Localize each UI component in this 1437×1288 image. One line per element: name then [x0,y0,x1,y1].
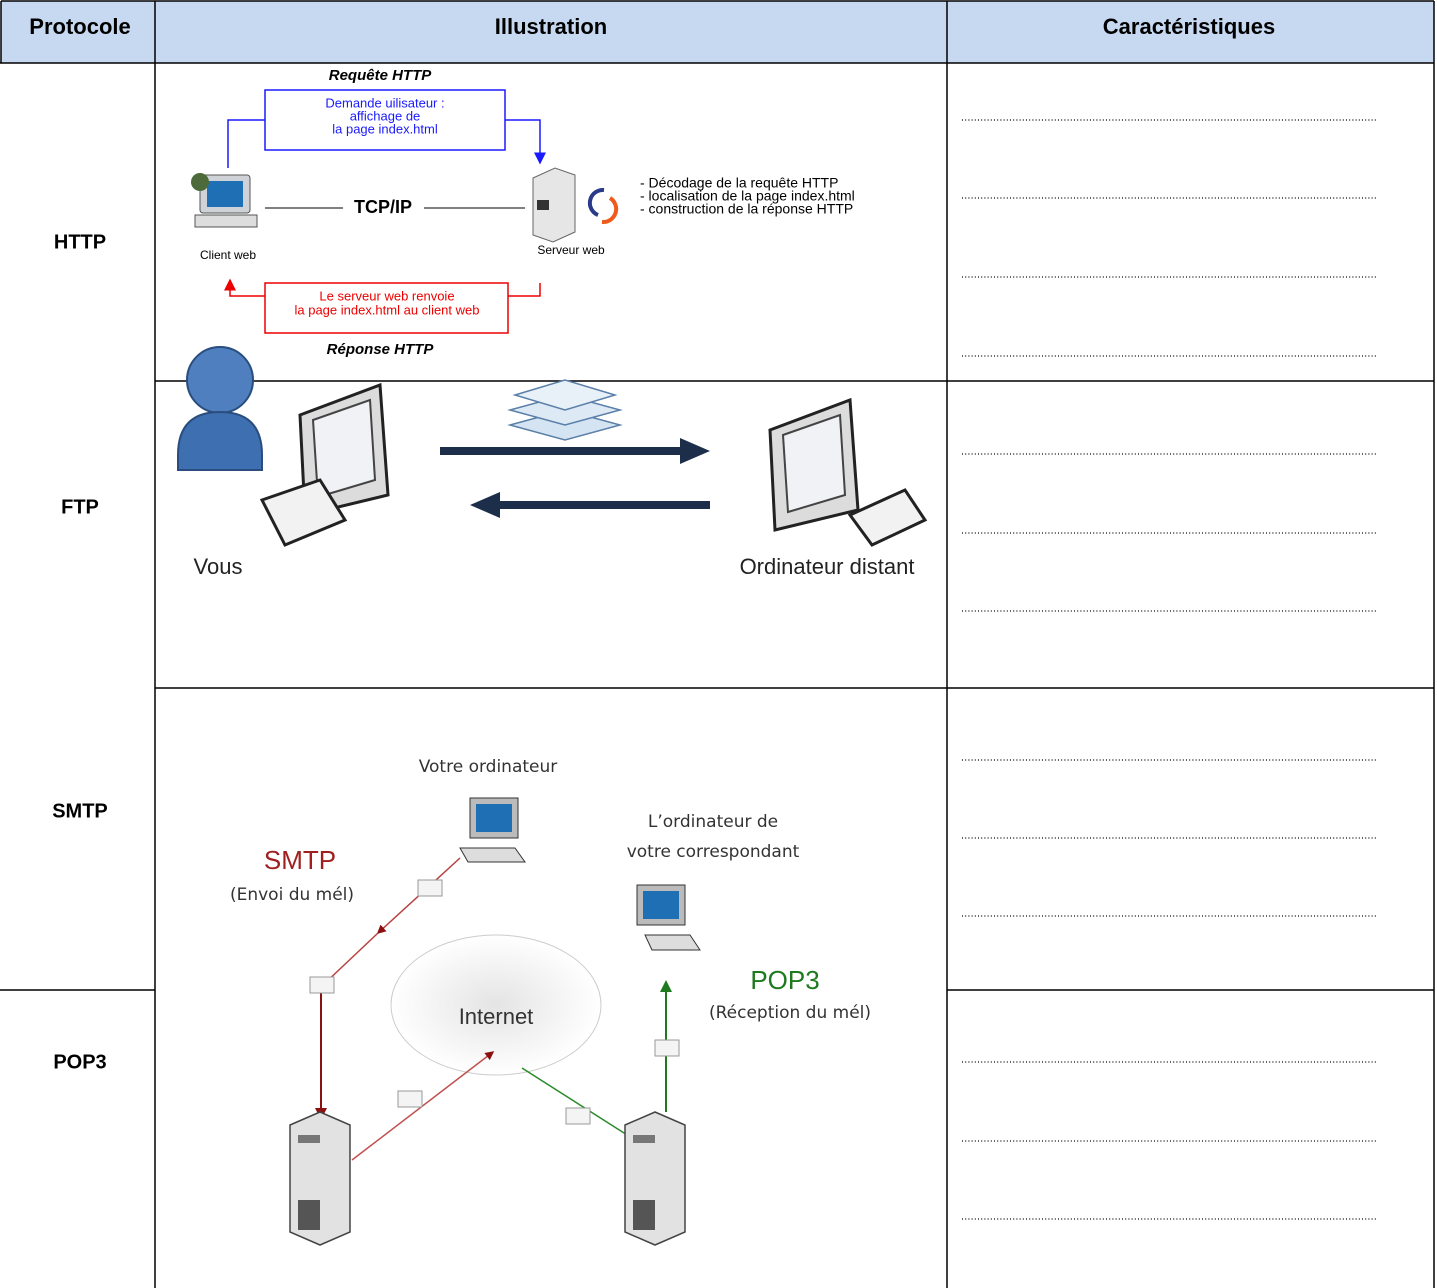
documents-icon [507,379,623,441]
mail-illustration: Internet Votre ordinateur L’ordinateur d… [230,757,871,1246]
internet-cloud [390,934,602,1076]
header-cell: Caractéristiques [1103,14,1275,39]
response-text: Le serveur web renvoie [319,288,454,303]
protocol-cell: HTTP [54,231,106,253]
sender-label: Votre ordinateur [419,757,558,777]
response-arrow [224,278,265,297]
response-title: Réponse HTTP [327,341,435,358]
protocol-cell: SMTP [52,800,108,822]
user-icon [177,346,263,471]
header-background [1,1,1434,63]
remote-label: Ordinateur distant [740,554,915,579]
response-box [264,282,509,334]
network-label: TCP/IP [354,197,412,217]
pop3-label: POP3 [750,965,819,995]
recipient-server [624,1111,686,1246]
request-title: Requête HTTP [329,67,433,84]
refresh-icon [587,187,619,225]
request-arrow [227,119,265,168]
answer-lines [962,119,1378,1220]
request-text: la page index.html [332,121,438,136]
response-arrow [508,283,541,297]
recipient-computer [636,884,701,951]
sender-computer [459,797,526,863]
header-cell: Protocole [29,14,130,39]
internet-label: Internet [459,1004,534,1029]
client-icon [191,173,258,228]
protocol-cell: POP3 [53,1051,106,1073]
recipient-label: L’ordinateur de [648,812,778,832]
smtp-label: SMTP [264,845,336,875]
request-arrow [505,119,546,165]
server-label: Serveur web [537,243,605,257]
recipient-label: votre correspondant [627,842,800,862]
smtp-note: (Envoi du mél) [230,885,354,905]
http-illustration: Requête HTTP Demande uilisateur : affich… [191,67,855,358]
local-label: Vous [194,554,243,579]
upload-arrow-head [680,438,710,464]
envelopes [309,879,680,1125]
sender-server [289,1111,351,1246]
pop3-note: (Réception du mél) [709,1003,871,1023]
server-icon [532,167,576,243]
response-text: la page index.html au client web [294,302,479,317]
server-step: - localisation de la page index.html [640,188,855,204]
remote-computer-icon [768,397,928,547]
protocol-cell: FTP [61,496,99,518]
ftp-illustration: Vous Ordinateur distant [177,346,928,579]
server-step: - construction de la réponse HTTP [640,201,853,217]
request-box [264,89,506,151]
request-text: Demande uilisateur : [325,95,444,110]
request-text: affichage de [350,108,421,123]
download-arrow-head [470,492,500,518]
server-step: - Décodage de la requête HTTP [640,175,838,191]
header-cell: Illustration [495,14,607,39]
local-computer-icon [259,382,390,547]
client-label: Client web [200,248,256,262]
